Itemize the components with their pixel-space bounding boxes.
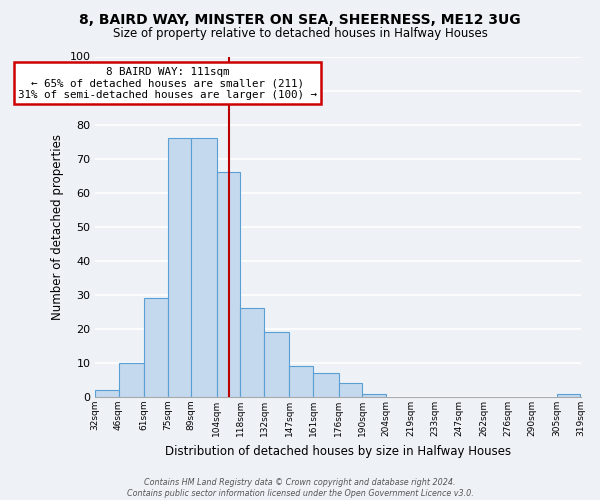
Bar — [338, 384, 362, 397]
Bar — [289, 366, 313, 397]
Text: Contains HM Land Registry data © Crown copyright and database right 2024.
Contai: Contains HM Land Registry data © Crown c… — [127, 478, 473, 498]
Bar — [557, 394, 580, 397]
Bar — [144, 298, 167, 397]
Bar — [95, 390, 119, 397]
Bar — [362, 394, 386, 397]
Text: Size of property relative to detached houses in Halfway Houses: Size of property relative to detached ho… — [113, 28, 487, 40]
Bar — [167, 138, 191, 397]
X-axis label: Distribution of detached houses by size in Halfway Houses: Distribution of detached houses by size … — [164, 444, 511, 458]
Bar — [313, 373, 338, 397]
Bar — [217, 172, 241, 397]
Bar — [241, 308, 264, 397]
Text: 8, BAIRD WAY, MINSTER ON SEA, SHEERNESS, ME12 3UG: 8, BAIRD WAY, MINSTER ON SEA, SHEERNESS,… — [79, 12, 521, 26]
Bar — [119, 363, 144, 397]
Bar — [264, 332, 289, 397]
Bar — [191, 138, 217, 397]
Text: 8 BAIRD WAY: 111sqm
← 65% of detached houses are smaller (211)
31% of semi-detac: 8 BAIRD WAY: 111sqm ← 65% of detached ho… — [18, 66, 317, 100]
Y-axis label: Number of detached properties: Number of detached properties — [51, 134, 64, 320]
